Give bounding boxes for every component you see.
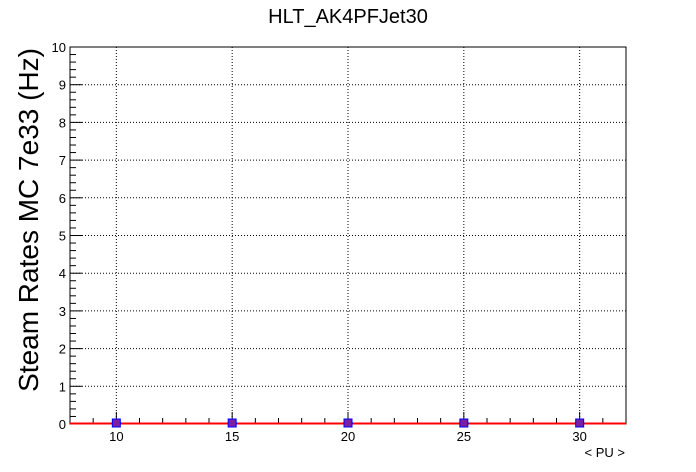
y-tick-label: 2 bbox=[59, 342, 66, 357]
data-point bbox=[111, 418, 121, 428]
data-point bbox=[343, 418, 353, 428]
y-tick-label: 9 bbox=[59, 78, 66, 93]
data-point bbox=[459, 418, 469, 428]
y-tick-label: 10 bbox=[52, 40, 66, 55]
y-tick-label: 7 bbox=[59, 153, 66, 168]
x-axis-label: < PU > bbox=[585, 445, 625, 460]
y-tick-label: 0 bbox=[59, 417, 66, 432]
y-tick-label: 8 bbox=[59, 115, 66, 130]
x-tick-label: 30 bbox=[572, 429, 586, 444]
x-tick-label: 10 bbox=[109, 429, 123, 444]
x-tick-label: 25 bbox=[457, 429, 471, 444]
chart-title: HLT_AK4PFJet30 bbox=[268, 6, 428, 28]
plot-frame bbox=[69, 46, 627, 425]
tick-labels: 0 1 2 3 4 5 6 7 8 9 10 10 15 20 25 30 bbox=[52, 40, 587, 444]
x-tick-label: 20 bbox=[341, 429, 355, 444]
axis-ticks bbox=[69, 46, 627, 425]
y-tick-label: 4 bbox=[59, 266, 66, 281]
y-axis-label: Steam Rates MC 7e33 (Hz) bbox=[13, 48, 44, 392]
y-tick-label: 1 bbox=[59, 379, 66, 394]
data-point bbox=[227, 418, 237, 428]
data-point bbox=[575, 418, 585, 428]
x-tick-label: 15 bbox=[225, 429, 239, 444]
y-tick-label: 6 bbox=[59, 191, 66, 206]
series bbox=[70, 418, 626, 428]
grid bbox=[70, 47, 626, 424]
y-tick-label: 3 bbox=[59, 304, 66, 319]
y-tick-label: 5 bbox=[59, 229, 66, 244]
